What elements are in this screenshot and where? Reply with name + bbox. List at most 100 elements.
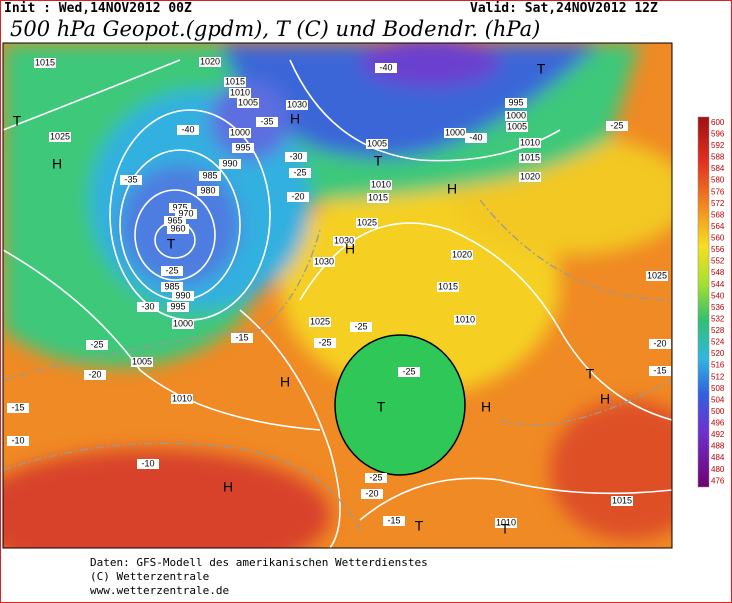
label-box [229,88,251,98]
map-title: 500 hPa Geopot.(gpdm), T (C) und Bodendr… [10,17,540,41]
isobar-label: 1015 [368,192,388,202]
isotherm-label: -40 [469,132,482,142]
isobar-label: 1025 [357,217,377,227]
footer-line: www.wetterzentrale.de [90,584,229,597]
label-box [171,394,193,404]
pressure-center: H [280,374,290,390]
label-box [199,171,221,181]
label-box [606,121,628,131]
label-box [177,125,199,135]
isotherm-label: -40 [181,124,194,134]
label-box [519,172,541,182]
pressure-center: T [501,521,510,537]
label-box [131,357,153,367]
footer-line: (C) Wetterzentrale [90,570,209,583]
isobar-label: 990 [222,158,237,168]
isobar-label: 995 [508,97,523,107]
footer-line: Daten: GFS-Modell des amerikanischen Wet… [90,556,428,569]
legend-label: 584 [711,164,725,173]
label-box [219,159,241,169]
label-box [333,236,355,246]
pressure-center: T [167,236,176,252]
pressure-center: H [600,391,610,407]
legend-label: 588 [711,153,725,162]
isobar-label: 1015 [438,281,458,291]
pressure-center: H [223,479,233,495]
label-box [356,218,378,228]
isobar-label: 1025 [647,270,667,280]
isotherm-label: -25 [90,339,103,349]
label-box [172,291,194,301]
legend-label: 476 [711,476,725,485]
isotherm-label: -25 [165,265,178,275]
isotherm-label: -35 [260,116,273,126]
legend-label: 600 [711,118,725,127]
isobar-label: 1025 [50,131,70,141]
isotherm-label: -20 [291,191,304,201]
legend-label: 544 [711,280,725,289]
legend-label: 564 [711,222,725,231]
legend-label: 484 [711,453,725,462]
legend-label: 580 [711,176,725,185]
isobar-label: 1000 [173,318,193,328]
isobar-label: 1015 [35,57,55,67]
label-box [167,302,189,312]
isotherm-label: -25 [318,337,331,347]
isotherm-label: -15 [653,365,666,375]
label-box [172,319,194,329]
legend-label: 500 [711,407,725,416]
isotherm-label: -35 [124,174,137,184]
legend-label: 592 [711,141,725,150]
legend-label: 520 [711,349,725,358]
label-box [646,271,668,281]
pressure-center: T [13,113,22,129]
label-box [161,266,183,276]
label-box [7,436,29,446]
label-box [370,180,392,190]
label-box [120,175,142,185]
legend-label: 552 [711,257,725,266]
label-box [289,168,311,178]
isotherm-label: -25 [354,321,367,331]
label-box [309,317,331,327]
isotherm-label: -25 [610,120,623,130]
legend-label: 496 [711,419,725,428]
init-time: Init : Wed,14NOV2012 00Z [4,1,192,16]
label-box [169,203,191,213]
label-box [495,518,517,528]
isobar-label: 965 [167,215,182,225]
isotherm-label: -10 [11,435,24,445]
isotherm-label: -25 [402,366,415,376]
legend-label: 596 [711,129,725,138]
label-box [313,257,335,267]
label-box [167,224,189,234]
isobar-label: 1010 [520,137,540,147]
legend-label: 540 [711,291,725,300]
isobar-label: 1005 [238,97,258,107]
label-box [285,152,307,162]
isobar-label: 995 [235,142,250,152]
label-box [444,128,466,138]
isobar-label: 960 [170,223,185,233]
label-box [232,143,254,153]
label-box [506,122,528,132]
isobar-label: 1030 [314,256,334,266]
isobar-label: 1020 [452,249,472,259]
isotherm-label: -20 [88,369,101,379]
label-box [649,339,671,349]
label-box [365,473,387,483]
label-box [611,496,633,506]
legend-label: 480 [711,465,725,474]
label-box [49,132,71,142]
legend-label: 576 [711,187,725,196]
legend-label: 488 [711,442,725,451]
label-box [224,77,246,87]
label-box [229,128,251,138]
legend-label: 516 [711,361,725,370]
pressure-center: T [374,153,383,169]
label-box [86,340,108,350]
isobar-label: 1005 [507,121,527,131]
isobar-label: 980 [200,185,215,195]
isotherm-label: -15 [387,515,400,525]
